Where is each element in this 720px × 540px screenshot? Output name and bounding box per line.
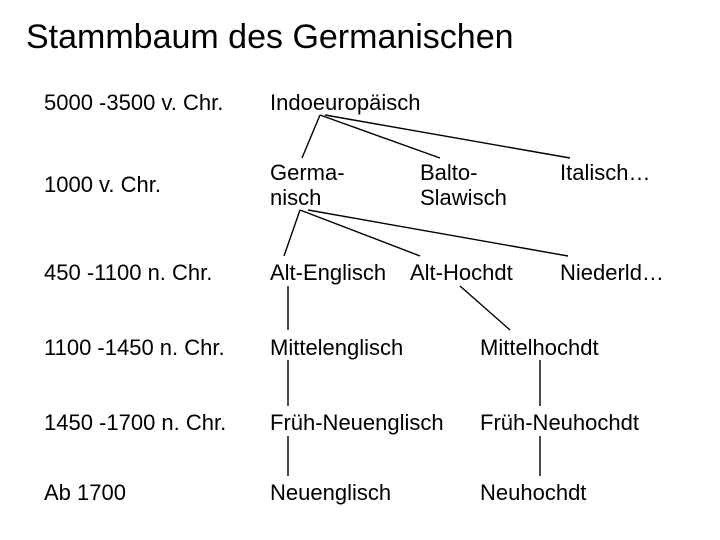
node-neuenglisch: Neuenglisch (270, 480, 391, 505)
node-alt-hochdt: Alt-Hochdt (410, 260, 513, 285)
page-title: Stammbaum des Germanischen (26, 18, 514, 57)
node-frueh-neuenglisch: Früh-Neuenglisch (270, 410, 444, 435)
node-balto-1: Balto- (420, 160, 477, 185)
node-neuhochdt: Neuhochdt (480, 480, 586, 505)
date-3: 1100 -1450 n. Chr. (44, 335, 225, 360)
date-4: 1450 -1700 n. Chr. (44, 410, 226, 435)
node-germanisch-1: Germa- (270, 160, 345, 185)
node-alt-englisch: Alt-Englisch (270, 260, 386, 285)
node-mittelenglisch: Mittelenglisch (270, 335, 403, 360)
node-frueh-neuhochdt: Früh-Neuhochdt (480, 410, 639, 435)
date-5: Ab 1700 (44, 480, 126, 505)
date-1: 1000 v. Chr. (44, 172, 161, 197)
node-balto-2: Slawisch (420, 185, 507, 210)
node-niederld: Niederld… (560, 260, 664, 285)
date-0: 5000 -3500 v. Chr. (44, 90, 223, 115)
date-2: 450 -1100 n. Chr. (44, 260, 212, 285)
node-germanisch-2: nisch (270, 185, 321, 210)
node-mittelhochdt: Mittelhochdt (480, 335, 599, 360)
node-italisch: Italisch… (560, 160, 650, 185)
node-indoeuropaeisch: Indoeuropäisch (270, 90, 420, 115)
